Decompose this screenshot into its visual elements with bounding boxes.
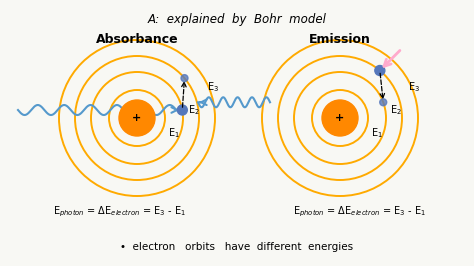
Text: +: + <box>132 113 142 123</box>
Text: Emission: Emission <box>309 33 371 46</box>
Circle shape <box>380 99 387 106</box>
Text: E$_1$: E$_1$ <box>168 126 180 140</box>
Text: E$_2$: E$_2$ <box>390 103 402 117</box>
Circle shape <box>181 75 188 82</box>
Text: Absorbance: Absorbance <box>96 33 178 46</box>
Text: E$_3$: E$_3$ <box>207 80 219 94</box>
Text: E$_1$: E$_1$ <box>371 126 383 140</box>
Text: E$_{photon}$ = ΔE$_{electron}$ = E$_3$ - E$_1$: E$_{photon}$ = ΔE$_{electron}$ = E$_3$ -… <box>293 205 427 219</box>
Circle shape <box>177 105 187 115</box>
Text: A:  explained  by  Bohr  model: A: explained by Bohr model <box>147 13 327 26</box>
Circle shape <box>119 100 155 136</box>
Text: +: + <box>336 113 345 123</box>
Text: •  electron   orbits   have  different  energies: • electron orbits have different energie… <box>120 242 354 252</box>
Circle shape <box>375 65 385 76</box>
Circle shape <box>322 100 358 136</box>
Text: E$_3$: E$_3$ <box>408 80 420 94</box>
Text: E$_{photon}$ = ΔE$_{electron}$ = E$_3$ - E$_1$: E$_{photon}$ = ΔE$_{electron}$ = E$_3$ -… <box>54 205 187 219</box>
Text: E$_2$: E$_2$ <box>188 103 200 117</box>
